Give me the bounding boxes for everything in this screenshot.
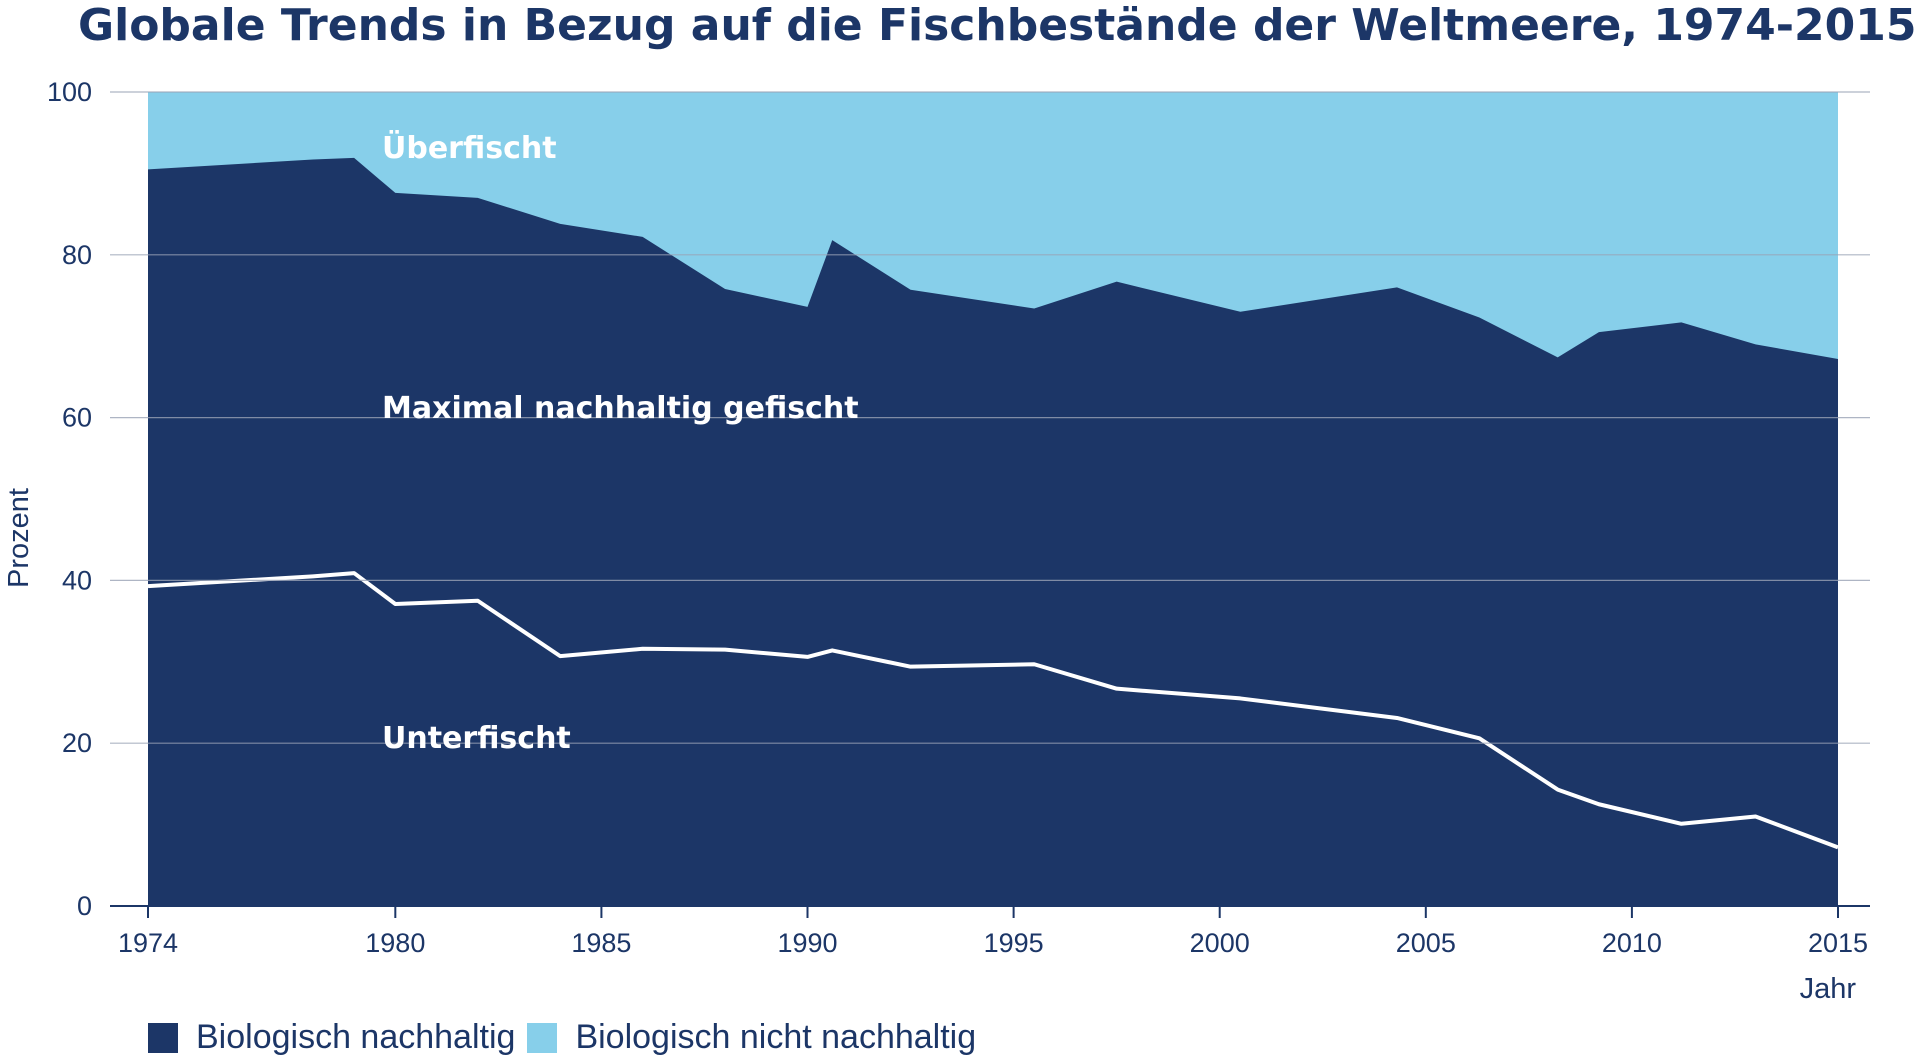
y-tick-label-80: 80 bbox=[62, 240, 92, 270]
legend: Biologisch nachhaltig Biologisch nicht n… bbox=[148, 1018, 988, 1057]
x-tick-label-2005: 2005 bbox=[1396, 928, 1456, 958]
legend-label-sustainable: Biologisch nachhaltig bbox=[196, 1018, 516, 1056]
legend-label-unsustainable: Biologisch nicht nachhaltig bbox=[575, 1018, 977, 1056]
y-tick-label-100: 100 bbox=[47, 77, 92, 107]
gridlines bbox=[110, 91, 1870, 744]
region-label-underfished: Unterfischt bbox=[382, 721, 571, 756]
legend-swatch-sustainable bbox=[148, 1022, 178, 1053]
region-label-overfished: Überfischt bbox=[382, 129, 557, 166]
y-tick-label-40: 40 bbox=[62, 565, 92, 595]
legend-swatch-unsustainable bbox=[527, 1022, 558, 1053]
chart-canvas: 0 20 40 60 80 100 1974 1980 1985 1990 1995 2000 2005… bbox=[3, 77, 1870, 1005]
y-tick-label-0: 0 bbox=[77, 891, 92, 921]
x-axis-title: Jahr bbox=[1800, 973, 1857, 1005]
x-tick-label-2015: 2015 bbox=[1808, 928, 1868, 958]
plot-area bbox=[147, 92, 1839, 906]
line-unterfischt bbox=[147, 571, 1839, 850]
y-tick-label-60: 60 bbox=[62, 403, 92, 433]
axes: 0 20 40 60 80 100 1974 1980 1985 1990 1995 2000 2005… bbox=[47, 77, 1870, 958]
x-tick-label-2000: 2000 bbox=[1190, 928, 1250, 958]
region-label-max-fished: Maximal nachhaltig gefischt bbox=[382, 391, 859, 426]
chart-title: Globale Trends in Bezug auf die Fischbes… bbox=[78, 0, 1917, 51]
x-tick-label-1990: 1990 bbox=[777, 928, 837, 958]
y-tick-label-20: 20 bbox=[62, 728, 92, 758]
x-tick-label-1995: 1995 bbox=[984, 928, 1044, 958]
area-biologisch-nachhaltig bbox=[148, 157, 1838, 906]
x-tick-label-2010: 2010 bbox=[1602, 928, 1662, 958]
y-axis-title: Prozent bbox=[3, 488, 35, 588]
x-tick-label-1974: 1974 bbox=[118, 928, 178, 958]
legend-item-unsustainable: Biologisch nicht nachhaltig bbox=[527, 1018, 976, 1057]
x-tick-label-1980: 1980 bbox=[365, 928, 425, 958]
legend-item-sustainable: Biologisch nachhaltig bbox=[148, 1018, 515, 1057]
x-tick-label-1985: 1985 bbox=[571, 928, 631, 958]
